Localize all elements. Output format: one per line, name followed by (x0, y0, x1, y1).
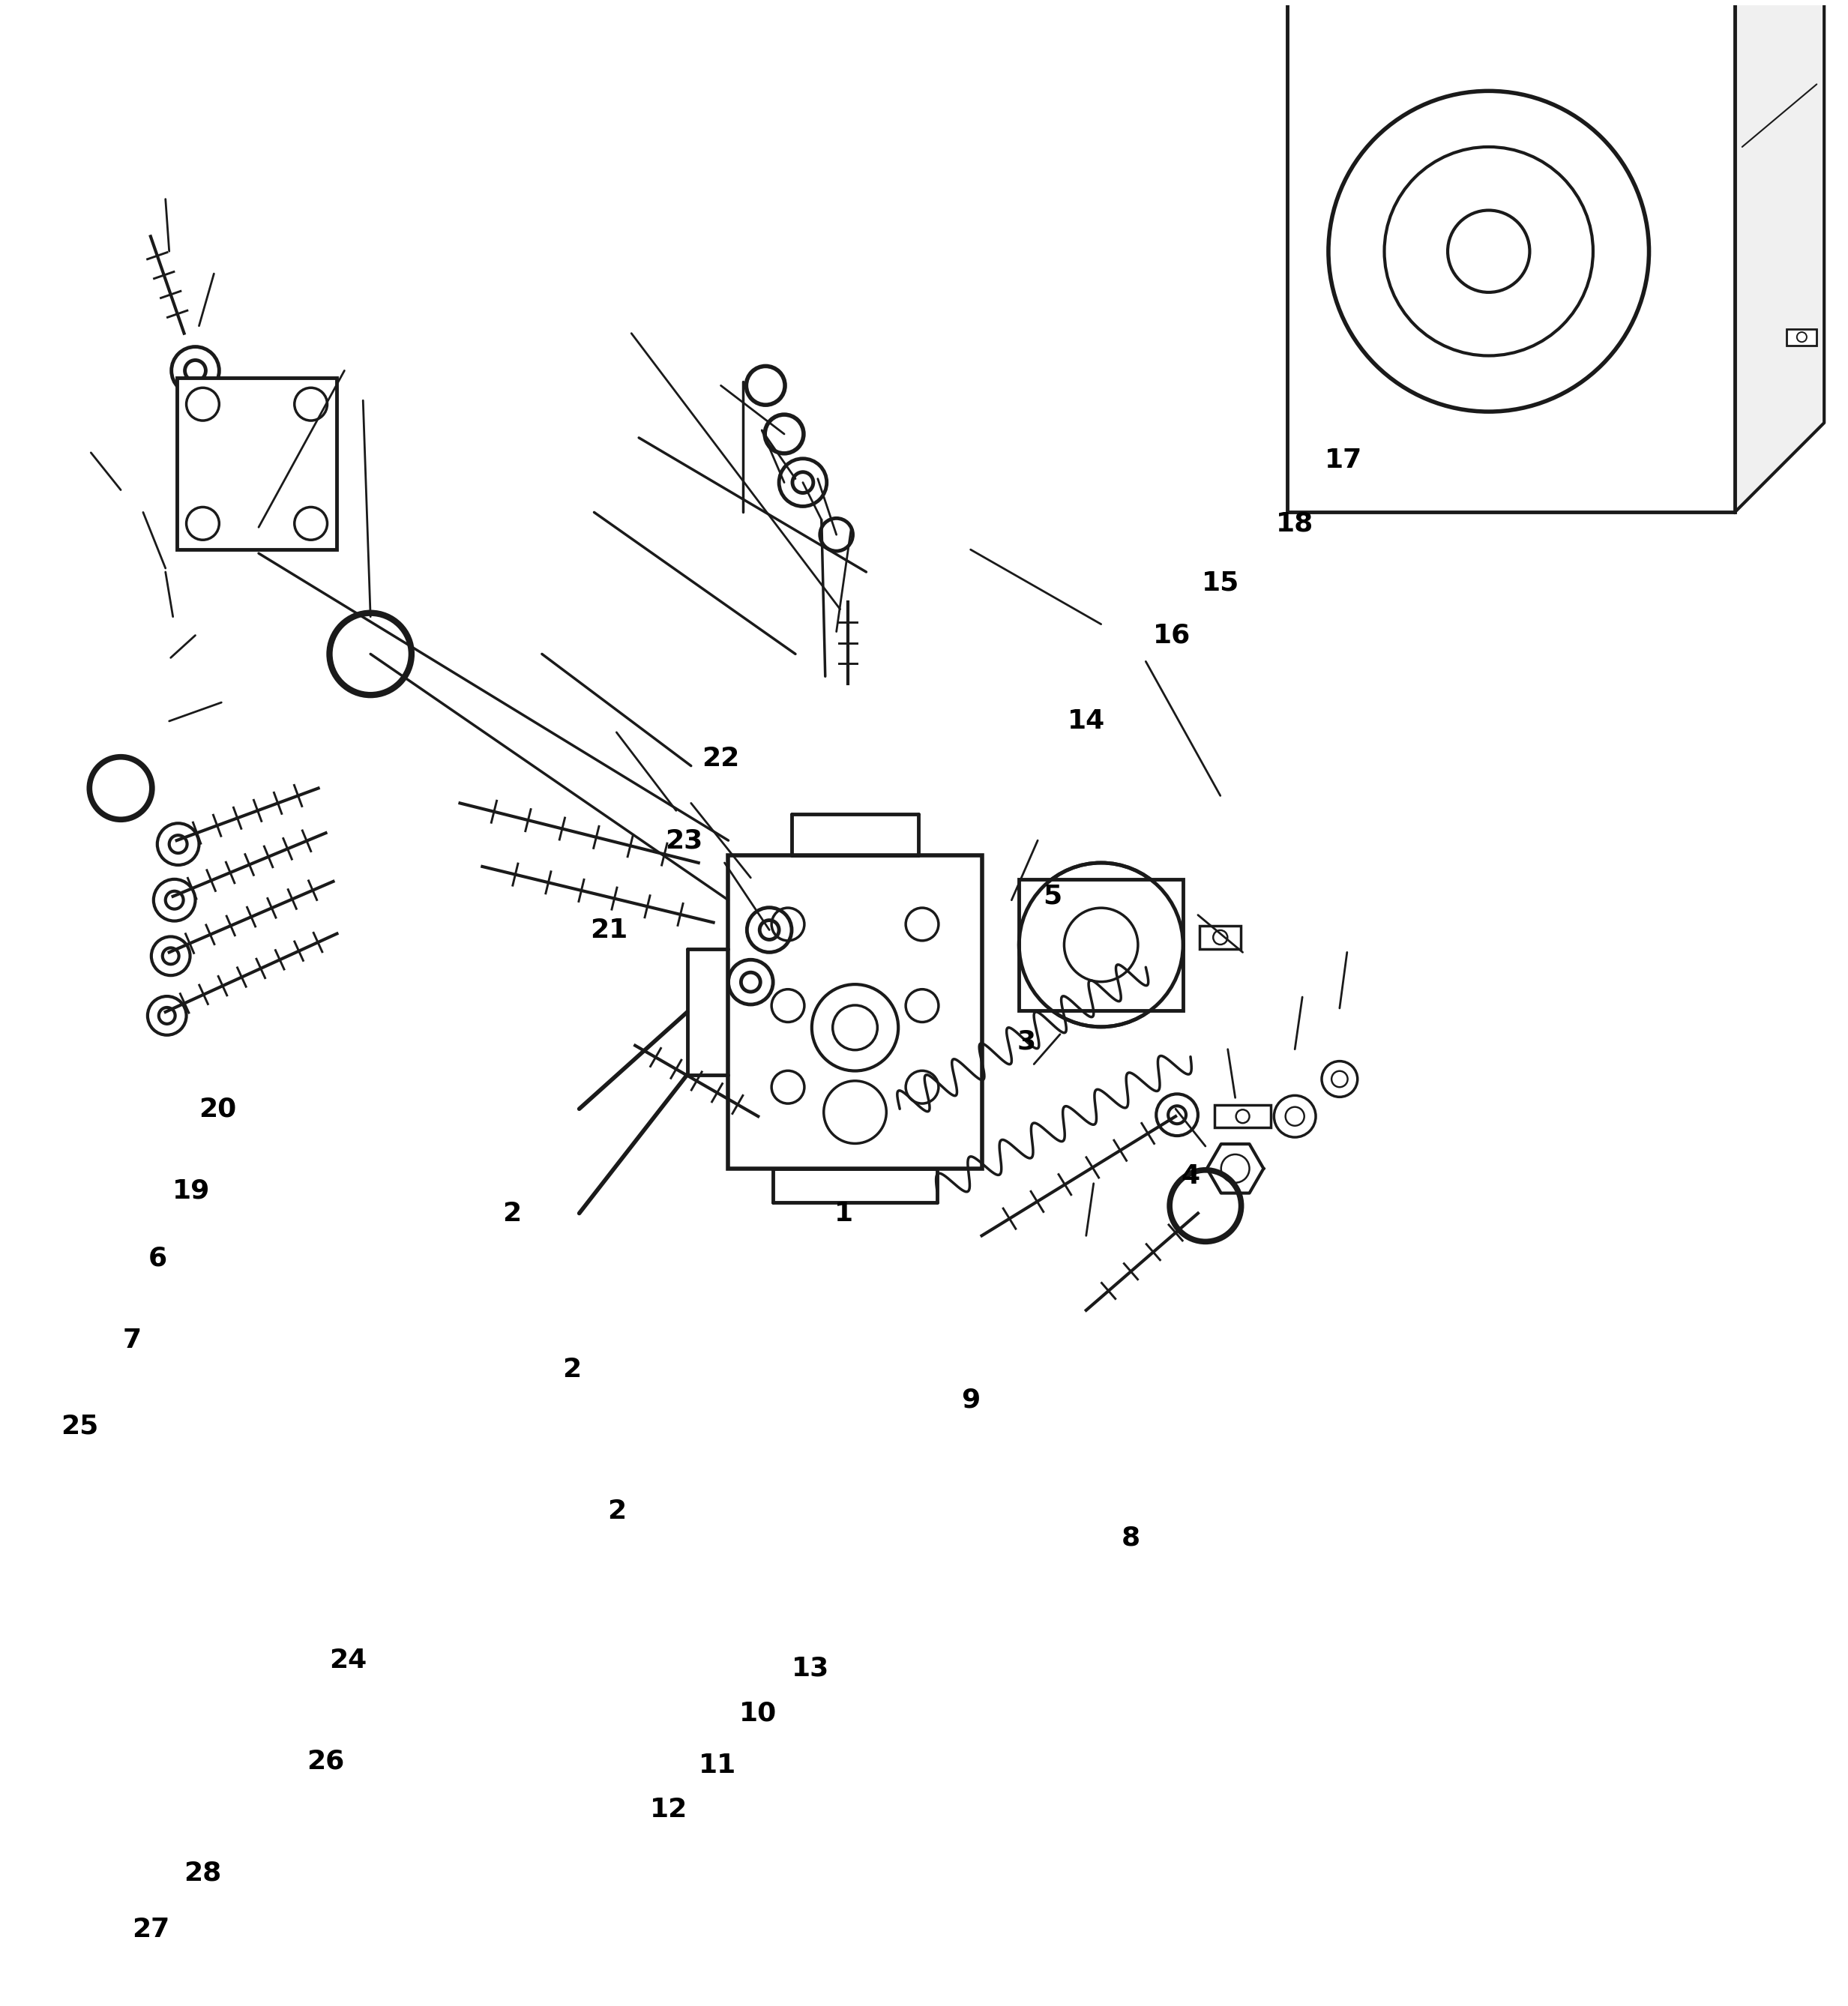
Bar (1787, 329, 1817, 345)
Text: 10: 10 (739, 1701, 776, 1725)
Text: 2: 2 (503, 1200, 521, 1226)
Text: 22: 22 (702, 746, 739, 770)
Text: 28: 28 (185, 1860, 222, 1886)
Text: 20: 20 (200, 1095, 237, 1121)
Text: 9: 9 (961, 1386, 979, 1412)
Bar (1288, 0, 1735, 512)
Text: 18: 18 (1275, 512, 1314, 536)
Text: 1: 1 (835, 1200, 854, 1226)
Text: 14: 14 (1068, 708, 1105, 734)
Text: 6: 6 (148, 1246, 168, 1270)
Text: 26: 26 (307, 1749, 344, 1773)
Text: 16: 16 (1153, 622, 1190, 648)
Text: 4: 4 (1181, 1163, 1199, 1190)
Bar (1199, 925, 1240, 949)
Bar (177, 377, 336, 550)
Text: 27: 27 (131, 1916, 170, 1942)
Text: 24: 24 (329, 1649, 368, 1673)
Text: 15: 15 (1201, 570, 1240, 596)
Text: 7: 7 (122, 1328, 140, 1352)
Text: 2: 2 (608, 1498, 626, 1525)
Text: 8: 8 (1122, 1525, 1140, 1551)
Bar (1018, 879, 1183, 1011)
Polygon shape (1735, 0, 1824, 512)
Bar (1214, 1105, 1271, 1127)
Text: 12: 12 (650, 1797, 687, 1823)
Text: 21: 21 (590, 917, 628, 943)
Text: 5: 5 (1042, 883, 1063, 909)
Text: 3: 3 (1016, 1029, 1037, 1055)
Text: 13: 13 (791, 1655, 830, 1681)
Text: 19: 19 (172, 1178, 211, 1204)
Text: 23: 23 (665, 828, 702, 853)
Text: 11: 11 (699, 1753, 736, 1777)
Text: 25: 25 (61, 1412, 98, 1438)
Bar (728, 855, 981, 1169)
Text: 2: 2 (562, 1358, 580, 1382)
Text: 17: 17 (1325, 447, 1362, 473)
